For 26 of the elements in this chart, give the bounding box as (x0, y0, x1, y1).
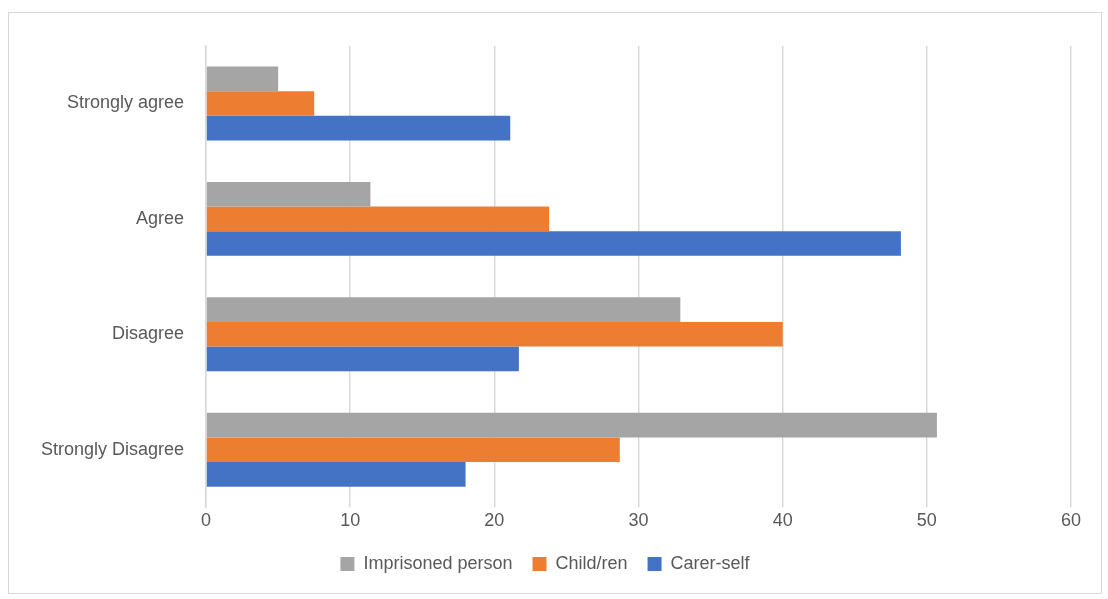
y-tick-label: Agree (136, 207, 185, 228)
bar (206, 462, 466, 487)
bar (206, 181, 371, 207)
y-tick-label: Strongly agree (66, 92, 185, 113)
bar (206, 412, 937, 438)
x-tick-label: 30 (628, 510, 649, 531)
y-tick-label: Strongly Disagree (40, 438, 185, 459)
legend-label: Imprisoned person (363, 552, 513, 573)
y-tick-label: Disagree (112, 323, 185, 344)
x-tick-label: 10 (340, 510, 361, 531)
x-tick-label: 50 (916, 510, 937, 531)
bar (206, 206, 550, 232)
bar (206, 346, 519, 372)
bar (206, 115, 511, 141)
x-tick-label: 60 (1060, 510, 1082, 531)
bar (206, 91, 315, 116)
bar (206, 437, 620, 463)
bar (206, 321, 783, 347)
x-tick-label: 0 (201, 510, 212, 531)
bar (206, 66, 279, 92)
x-tick-label: 20 (484, 510, 505, 531)
bar (206, 297, 681, 322)
x-tick-label: 40 (772, 510, 793, 531)
legend-label: Carer-self (670, 552, 751, 573)
bar (206, 231, 901, 256)
legend-label: Child/ren (555, 552, 628, 573)
